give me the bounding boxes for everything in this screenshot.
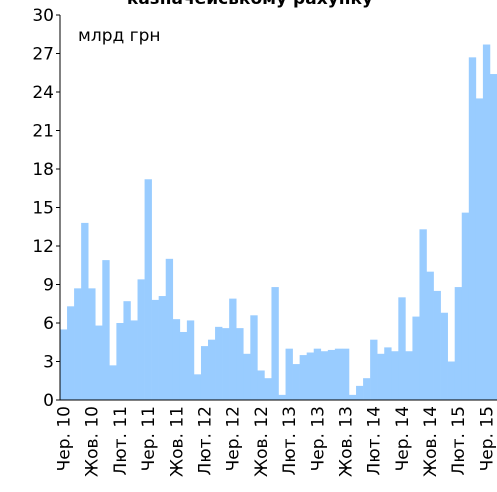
x-tick-label: Лют. 14 (365, 406, 385, 475)
y-tick-label: 6 (43, 314, 54, 334)
bar (285, 348, 293, 400)
bar (306, 352, 315, 400)
bar (179, 331, 188, 400)
y-tick-label: 30 (32, 6, 54, 26)
bar (313, 348, 322, 400)
bar (102, 260, 110, 400)
bar (419, 229, 427, 400)
bar (236, 328, 244, 400)
bar (88, 288, 96, 400)
x-tick-label: Лют. 13 (280, 406, 300, 475)
bar (158, 296, 167, 400)
x-tick-label: Жов. 11 (167, 406, 187, 477)
bar (74, 288, 82, 400)
bar (130, 320, 138, 400)
bar (215, 326, 223, 400)
x-tick-label: Чер. 11 (139, 406, 159, 471)
bar (482, 44, 491, 401)
bar (440, 312, 448, 400)
bar (299, 355, 307, 400)
bar (278, 394, 286, 400)
bar (433, 290, 441, 400)
bar (334, 348, 343, 400)
bar (468, 57, 477, 400)
bar (398, 297, 406, 400)
bar (186, 320, 195, 400)
bar (123, 301, 131, 400)
bar (327, 349, 336, 400)
x-tick-label: Лют. 12 (195, 406, 215, 475)
x-tick-label: Жов. 12 (252, 406, 272, 477)
bar (292, 364, 300, 400)
y-tick-label: 0 (43, 391, 54, 411)
bar (377, 353, 385, 400)
bar (172, 319, 181, 400)
bar (144, 179, 152, 400)
x-tick-label: Жов. 10 (83, 406, 103, 477)
x-tick-label: Чер. 14 (393, 406, 413, 471)
bar (116, 323, 124, 400)
chart-title: казначейському рахунку (127, 0, 373, 9)
bar (208, 339, 216, 400)
y-tick-label: 3 (43, 353, 54, 373)
y-tick-label: 21 (32, 122, 54, 142)
bar (264, 378, 272, 400)
y-tick-label: 18 (32, 160, 54, 180)
bar (320, 351, 329, 400)
bar (447, 361, 456, 400)
bar (257, 370, 265, 400)
x-tick-label: Чер. 12 (224, 406, 244, 471)
bar (405, 351, 413, 400)
x-tick-label: Лют. 11 (111, 406, 131, 475)
bar (229, 298, 237, 400)
bar (151, 299, 159, 400)
y-tick-label: 27 (32, 45, 54, 65)
bar (165, 258, 174, 400)
bar (137, 279, 145, 400)
bar (341, 348, 350, 400)
bar (370, 339, 378, 400)
x-tick-label: Чер. 10 (55, 406, 75, 471)
bar (356, 385, 364, 400)
bar (81, 222, 89, 400)
bar (250, 315, 258, 400)
bar (222, 328, 230, 400)
y-tick-label: 24 (32, 83, 54, 103)
bar (412, 316, 420, 400)
x-tick-label: Чер. 15 (477, 406, 497, 471)
bar (348, 394, 357, 400)
y-tick-label: 15 (32, 199, 54, 219)
bar (391, 351, 399, 400)
bar (95, 325, 103, 400)
bar (271, 287, 279, 400)
y-tick-label: 9 (43, 276, 54, 296)
bar (426, 271, 434, 400)
bar (461, 212, 470, 400)
bar (243, 353, 251, 400)
bar (200, 346, 209, 400)
x-tick-label: Жов. 13 (336, 406, 356, 477)
bar (454, 287, 463, 400)
x-tick-label: Жов. 14 (421, 406, 441, 477)
bar (489, 74, 497, 401)
bar (363, 378, 371, 400)
bar (193, 374, 202, 400)
bar (384, 347, 392, 400)
unit-label: млрд грн (78, 26, 160, 46)
y-tick-label: 12 (32, 237, 54, 257)
bar (109, 365, 117, 400)
bar (67, 306, 75, 400)
x-tick-label: Чер. 13 (308, 406, 328, 471)
bar (60, 329, 68, 400)
bar (475, 98, 484, 401)
x-tick-label: Лют. 15 (449, 406, 469, 475)
